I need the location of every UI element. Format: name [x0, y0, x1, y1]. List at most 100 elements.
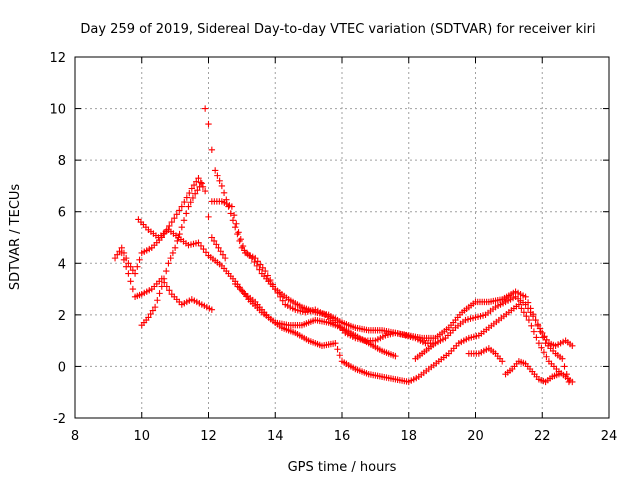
- data-point: [336, 352, 343, 359]
- x-tick-label: 22: [534, 429, 551, 444]
- data-point: [530, 328, 538, 335]
- data-point: [543, 353, 550, 360]
- data-point: [332, 340, 339, 347]
- data-point: [160, 275, 168, 282]
- data-point: [221, 254, 229, 262]
- data-point: [523, 312, 530, 320]
- data-point: [541, 333, 548, 340]
- data-point: [114, 251, 121, 258]
- data-point: [171, 244, 179, 252]
- data-point: [522, 301, 529, 308]
- y-tick-label: 2: [58, 309, 66, 324]
- data-point: [216, 177, 223, 184]
- data-point: [134, 263, 141, 270]
- data-point: [230, 211, 238, 219]
- data-point: [227, 210, 234, 217]
- data-point: [219, 251, 227, 258]
- data-point: [267, 276, 274, 284]
- data-point: [520, 309, 528, 316]
- data-point: [196, 183, 203, 190]
- data-point: [536, 325, 544, 332]
- data-point: [168, 218, 175, 226]
- plot-frame: [74, 56, 610, 419]
- y-tick-label: 6: [58, 206, 66, 221]
- x-tick-label: 14: [267, 429, 284, 444]
- data-point: [252, 254, 259, 262]
- x-tick-label: 12: [200, 429, 217, 444]
- series-track-8: [465, 345, 563, 386]
- data-point: [218, 182, 226, 190]
- data-point: [499, 358, 506, 365]
- y-tick-label: 10: [49, 103, 66, 118]
- x-tick-label: 24: [601, 429, 618, 444]
- data-point: [186, 189, 193, 197]
- data-point: [220, 189, 228, 197]
- data-point: [169, 249, 177, 257]
- data-point: [156, 290, 163, 297]
- data-point: [515, 301, 523, 308]
- series-track-5: [138, 180, 206, 329]
- data-point: [228, 203, 236, 210]
- y-axis-label: SDTVAR / TECUs: [8, 184, 23, 291]
- data-point: [533, 334, 540, 341]
- data-point: [163, 267, 170, 275]
- data-point: [197, 242, 205, 250]
- data-point: [569, 342, 576, 349]
- data-point: [178, 223, 185, 231]
- data-point: [208, 234, 216, 241]
- data-markers: [111, 105, 576, 386]
- data-point: [129, 266, 137, 274]
- data-point: [174, 237, 181, 245]
- data-point: [539, 334, 547, 341]
- x-tick-label: 8: [71, 429, 79, 444]
- data-point: [191, 190, 199, 197]
- data-point: [555, 370, 563, 378]
- data-point: [111, 254, 119, 262]
- data-point: [538, 344, 545, 351]
- data-point: [235, 229, 242, 236]
- data-point: [165, 260, 172, 267]
- data-point: [229, 217, 237, 224]
- data-point: [208, 306, 216, 313]
- data-point: [210, 237, 218, 245]
- data-point: [183, 194, 191, 201]
- data-point: [180, 217, 188, 224]
- data-point: [527, 309, 534, 316]
- grid-lines: [75, 57, 609, 418]
- x-tick-label: 20: [467, 429, 484, 444]
- data-point: [187, 199, 194, 206]
- data-point: [257, 261, 264, 268]
- data-point: [528, 322, 535, 330]
- data-point: [202, 249, 210, 256]
- data-point: [233, 220, 240, 227]
- data-point: [127, 278, 134, 285]
- y-tick-label: 0: [58, 360, 66, 375]
- data-point: [539, 329, 546, 337]
- data-point: [256, 266, 263, 273]
- data-point: [171, 214, 178, 222]
- data-point: [279, 297, 286, 304]
- data-point: [189, 194, 197, 202]
- data-point: [334, 346, 341, 353]
- x-tick-label: 18: [400, 429, 417, 444]
- data-point: [166, 287, 173, 294]
- data-point: [176, 230, 183, 238]
- y-tick-label: 4: [58, 257, 66, 272]
- data-point: [194, 187, 201, 194]
- data-point: [122, 263, 130, 270]
- data-point: [569, 378, 576, 386]
- data-point: [145, 314, 152, 321]
- data-point: [392, 352, 399, 360]
- x-tick-label: 10: [133, 429, 150, 444]
- series-track-7: [232, 280, 576, 386]
- data-point: [269, 281, 276, 288]
- data-point: [262, 267, 269, 275]
- data-point: [200, 245, 207, 253]
- data-point: [237, 236, 244, 243]
- data-point: [118, 249, 125, 257]
- data-point: [201, 187, 209, 195]
- data-point: [136, 256, 143, 264]
- data-point: [205, 213, 212, 221]
- y-tick-label: 8: [58, 154, 66, 169]
- x-tick-label: 16: [334, 429, 351, 444]
